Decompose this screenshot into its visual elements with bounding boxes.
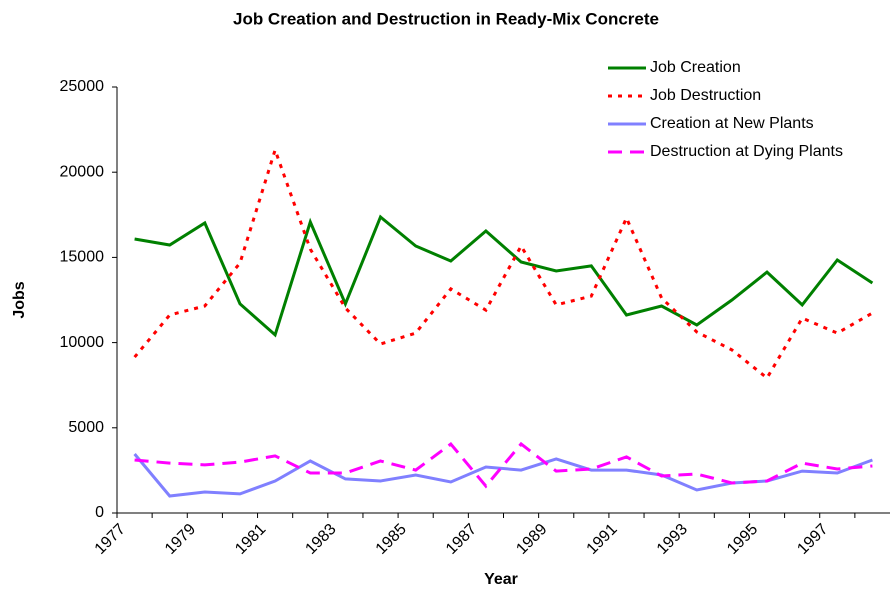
legend-label: Destruction at Dying Plants [650, 143, 843, 160]
y-tick-label: 25000 [60, 78, 105, 95]
legend-label: Creation at New Plants [650, 115, 814, 132]
y-tick-label: 5000 [68, 419, 104, 436]
legend-label: Job Creation [650, 59, 741, 76]
series-line [134, 214, 874, 338]
x-tick-label: 1983 [302, 521, 339, 558]
x-tick-label: 1987 [443, 521, 480, 558]
series-line [134, 441, 873, 489]
y-tick-label: 0 [95, 504, 104, 521]
y-tick-label: 10000 [60, 334, 105, 351]
x-tick-label: 1979 [162, 521, 199, 558]
x-tick-label: 1981 [232, 521, 269, 558]
y-tick-label: 15000 [60, 249, 105, 266]
series-line [133, 145, 874, 381]
x-tick-label: 1997 [794, 521, 831, 558]
x-tick-label: 1995 [724, 521, 761, 558]
legend-label: Job Destruction [650, 87, 761, 104]
x-tick-label: 1977 [92, 521, 129, 558]
chart-title: Job Creation and Destruction in Ready-Mi… [233, 9, 659, 28]
x-axis-title: Year [484, 571, 518, 588]
x-tick-label: 1985 [373, 521, 410, 558]
x-tick-label: 1991 [584, 521, 621, 558]
x-tick-label: 1989 [513, 521, 550, 558]
y-axis-title: Jobs [11, 281, 28, 318]
y-tick-label: 20000 [60, 163, 105, 180]
x-tick-label: 1993 [654, 521, 691, 558]
